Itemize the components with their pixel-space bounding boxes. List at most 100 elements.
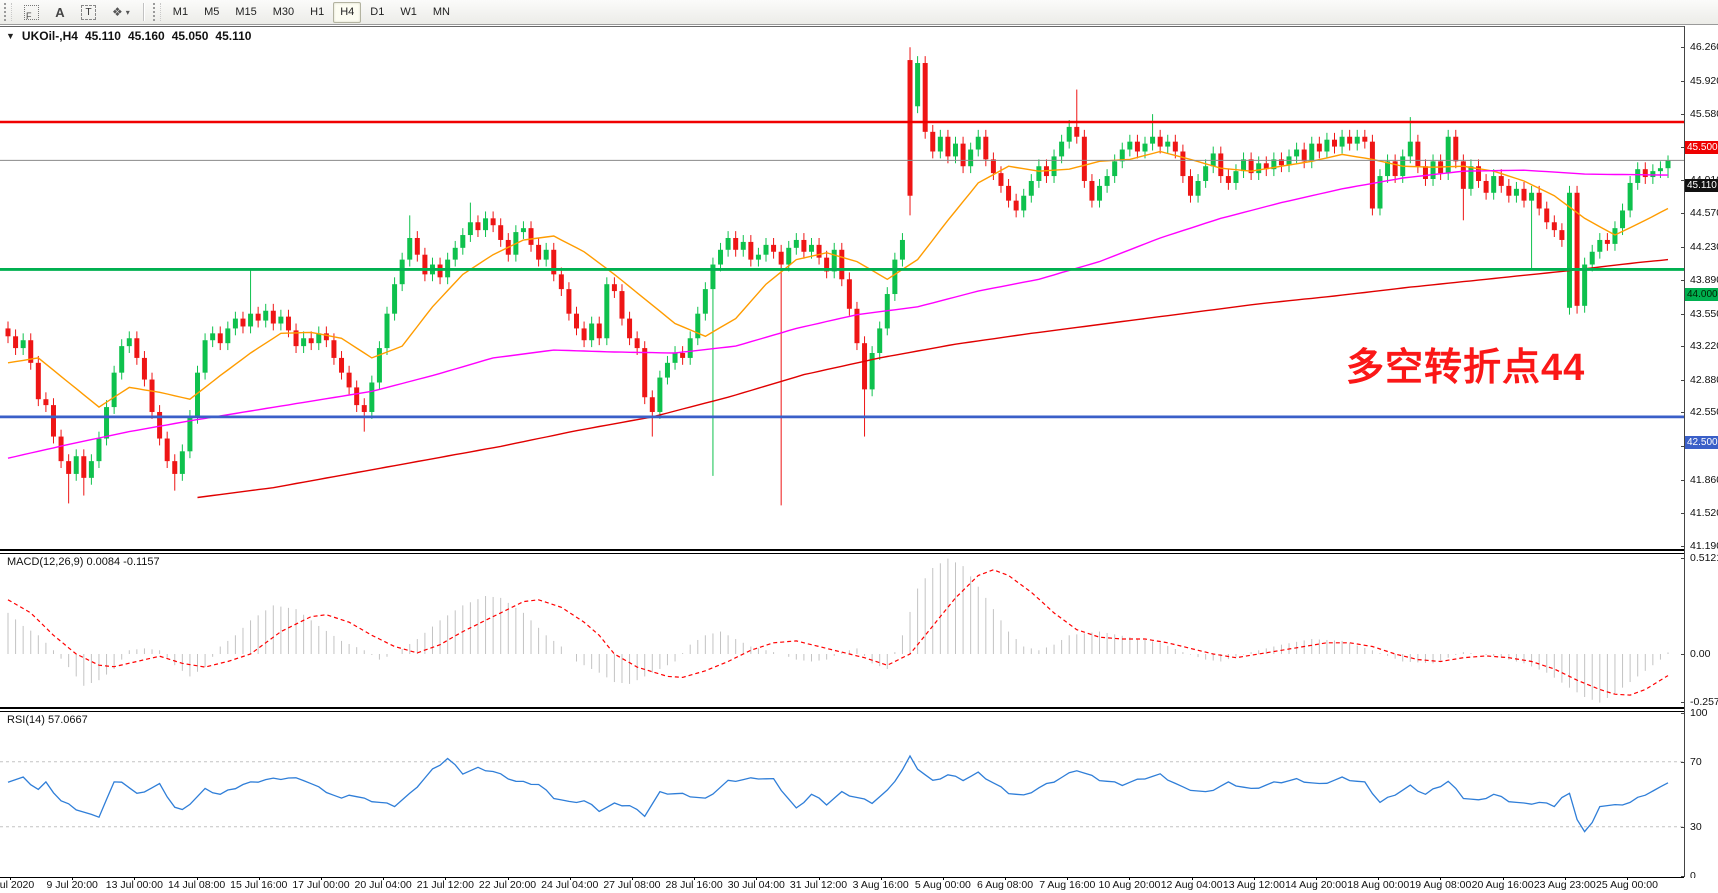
axis-tick <box>1681 346 1685 348</box>
candle-body <box>528 228 534 245</box>
toolbar-drag-handle[interactable] <box>4 3 12 21</box>
candle-body <box>331 340 337 358</box>
candle-body <box>1657 168 1663 172</box>
timeframe-mn[interactable]: MN <box>432 6 450 18</box>
symbol-info-line: ▼ UKOil-,H4 45.110 45.160 45.050 45.110 <box>6 29 251 43</box>
timeframe-w1[interactable]: W1 <box>400 6 417 18</box>
candle-body <box>953 143 958 157</box>
shapes-tool[interactable]: ❖ ▾ <box>105 2 137 23</box>
timeframe-h1[interactable]: H1 <box>310 6 325 18</box>
candle-body <box>937 136 943 152</box>
candle-body <box>596 323 602 339</box>
ma-mid-magenta <box>7 169 1669 459</box>
candle-body <box>354 387 360 406</box>
ma-slow-red <box>197 258 1669 499</box>
timeframe-m5[interactable]: M5 <box>204 6 220 18</box>
axis-tick <box>1681 558 1685 560</box>
time-label: 3 Aug 16:00 <box>852 879 909 891</box>
rsi-line <box>7 754 1669 833</box>
text-label-tool[interactable]: T <box>74 2 103 23</box>
candle-body <box>543 249 549 260</box>
timeframe-h4[interactable]: H4 <box>333 1 362 23</box>
timeframe-m1[interactable]: M1 <box>172 6 189 18</box>
price-tick-44.570: 44.570 <box>1690 207 1718 220</box>
price-chart-panel[interactable] <box>0 26 1684 549</box>
candle-body <box>1627 182 1633 211</box>
time-tick <box>1129 877 1131 880</box>
time-label: 20 Aug 16:00 <box>1471 879 1534 891</box>
annotation-text[interactable]: 多空转折点44 <box>1346 347 1586 389</box>
time-tick <box>196 877 198 880</box>
candle-body <box>270 310 276 324</box>
symbol-name[interactable]: UKOil-,H4 <box>21 29 78 43</box>
symbol-dropdown-icon[interactable]: ▼ <box>6 31 15 41</box>
candle-body <box>915 63 921 107</box>
rsi-panel[interactable] <box>0 712 1684 877</box>
time-label: 12 Aug 04:00 <box>1160 879 1223 891</box>
cursor-tool[interactable]: A <box>48 2 72 23</box>
macd-panel[interactable] <box>0 554 1684 707</box>
candle-body <box>217 333 223 344</box>
dropdown-caret-icon: ▾ <box>125 7 130 17</box>
price-tick-45.580: 45.580 <box>1690 108 1718 121</box>
candle-body <box>111 372 117 408</box>
candle-body <box>1104 176 1110 186</box>
timeframe-d1[interactable]: D1 <box>370 6 385 18</box>
candle-body <box>1468 166 1474 189</box>
price-axis-column[interactable]: 46.26045.92045.58045.25044.91044.57044.2… <box>1681 26 1718 882</box>
time-tick <box>569 877 571 880</box>
candle-body <box>687 338 693 358</box>
axis-tick <box>1681 47 1685 49</box>
time-tick <box>1067 877 1069 880</box>
candle-body <box>1498 176 1504 186</box>
rsi-tick-100: 100 <box>1690 707 1708 719</box>
price-badge-45.500: 45.500 <box>1685 141 1718 154</box>
candle-body <box>877 328 883 354</box>
candle-body <box>793 239 799 248</box>
candle-body <box>990 159 996 174</box>
time-tick <box>880 877 882 880</box>
axis-tick <box>1681 213 1685 215</box>
timeframe-m30[interactable]: M30 <box>272 6 295 18</box>
axis-tick <box>1681 379 1685 381</box>
candle-body <box>5 328 11 337</box>
axis-tick <box>1681 179 1685 181</box>
candle-body <box>1453 136 1459 162</box>
candle-body <box>149 379 155 412</box>
candle-body <box>384 313 390 349</box>
candle-body <box>1536 192 1542 209</box>
axis-tick <box>1681 80 1685 82</box>
candle-body <box>1665 160 1671 169</box>
candle-body <box>657 377 663 412</box>
candle-body <box>702 289 708 314</box>
price-tick-41.190: 41.190 <box>1690 539 1718 552</box>
text-t-icon: T <box>81 4 96 20</box>
main-macd-divider[interactable] <box>0 549 1684 551</box>
candle-body <box>1597 239 1603 252</box>
chart-template-tool[interactable]: F <box>17 2 46 23</box>
timeframe-toolbar-drag-handle[interactable] <box>152 3 161 21</box>
timeframe-m15[interactable]: M15 <box>235 6 257 18</box>
price-tick-41.860: 41.860 <box>1690 473 1718 486</box>
axis-tick <box>1681 545 1685 547</box>
candle-body <box>1551 222 1557 231</box>
candle-body <box>1354 136 1360 144</box>
candle-body <box>164 438 170 462</box>
time-tick <box>1316 877 1318 880</box>
price-tick-44.230: 44.230 <box>1690 240 1718 253</box>
candle-body <box>1559 230 1565 240</box>
macd-rsi-divider[interactable] <box>0 707 1684 709</box>
time-label: 30 Jul 04:00 <box>727 879 785 891</box>
candle-body <box>1544 208 1550 223</box>
candle-body <box>1074 126 1080 137</box>
time-label: 24 Jul 04:00 <box>541 879 599 891</box>
candle-body <box>1233 171 1239 183</box>
candle-body <box>740 241 746 250</box>
candle-body <box>1620 210 1626 229</box>
time-axis[interactable]: 8 Jul 2020 9 Jul 20:00 13 Jul 00:00 14 Jul … <box>0 877 1718 893</box>
price-tick-46.260: 46.260 <box>1690 41 1718 54</box>
candle-body <box>210 333 216 341</box>
candle-body <box>35 362 41 400</box>
candle-body <box>1127 141 1133 150</box>
candle-body <box>725 237 731 250</box>
